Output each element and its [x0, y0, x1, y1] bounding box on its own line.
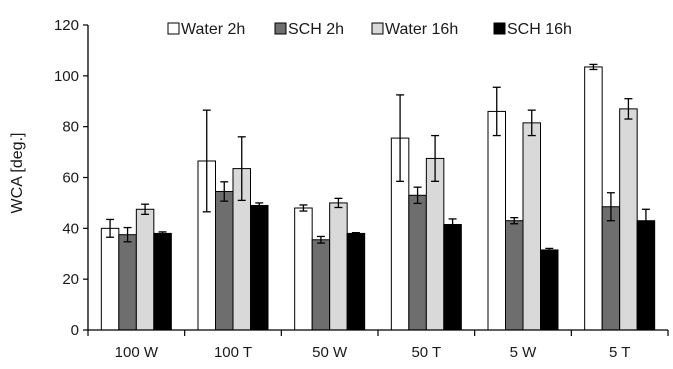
y-tick-label: 100 — [54, 68, 79, 85]
y-tick-label: 80 — [62, 119, 79, 136]
legend-swatch — [371, 22, 384, 35]
error-bar — [237, 136, 246, 202]
bar-water-2h-50-w — [294, 207, 313, 331]
y-tick-label: 0 — [71, 322, 79, 339]
error-bar — [641, 208, 650, 233]
category-label: 5 W — [510, 344, 538, 361]
bar-sch-2h-50-w — [311, 239, 331, 331]
y-tick-label: 60 — [62, 170, 79, 187]
legend-item-sch-16h: SCH 16h — [493, 21, 572, 38]
bar-water-2h-100-w — [100, 227, 120, 331]
bar-water-16h-5-t — [619, 108, 638, 331]
error-bar — [141, 203, 150, 216]
bar-sch-16h-50-t — [443, 224, 462, 331]
error-bar — [527, 109, 536, 137]
bar-sch-2h-100-t — [215, 190, 234, 331]
error-bar — [255, 202, 264, 209]
legend-swatch — [167, 22, 180, 35]
legend-item-sch-2h: SCH 2h — [274, 21, 344, 38]
category-label: 100 W — [115, 344, 159, 361]
error-bar — [334, 197, 343, 209]
bar-sch-16h-5-w — [540, 249, 559, 331]
error-bar — [202, 109, 211, 213]
error-bar — [492, 86, 501, 137]
bar-water-16h-50-t — [425, 157, 445, 331]
error-bar — [106, 218, 115, 238]
y-tick-label: 20 — [62, 271, 79, 288]
error-bar — [606, 192, 615, 222]
bar-water-16h-5-w — [522, 122, 541, 331]
y-axis-ticks: 0 20 40 60 80 100 120 — [54, 17, 88, 339]
y-axis-title: WCA [deg.] — [9, 133, 26, 214]
category-label: 5 T — [609, 344, 630, 361]
bar-sch-2h-5-w — [505, 220, 524, 331]
category-label: 50 T — [411, 344, 441, 361]
y-tick-label: 120 — [54, 17, 79, 34]
axes — [87, 25, 669, 336]
bar-water-16h-100-w — [135, 208, 155, 331]
legend-label: Water 2h — [181, 21, 245, 38]
bar-sch-16h-50-w — [346, 232, 366, 331]
bar-sch-2h-50-t — [408, 194, 427, 331]
error-bar — [413, 186, 422, 205]
error-bar — [448, 218, 457, 231]
error-bar — [351, 232, 360, 235]
legend-label: Water 16h — [385, 21, 458, 38]
error-bars — [106, 63, 650, 253]
error-bar — [589, 63, 598, 71]
legend-swatch — [274, 22, 287, 35]
error-bar — [220, 181, 229, 202]
error-bar — [299, 204, 308, 212]
legend-item-water-2h: Water 2h — [167, 21, 245, 38]
category-label: 50 W — [312, 344, 348, 361]
bar-sch-16h-100-w — [153, 232, 172, 331]
bar-water-2h-5-t — [584, 66, 603, 331]
error-bar — [123, 226, 132, 243]
legend-swatch — [493, 22, 506, 35]
legend-label: SCH 16h — [507, 21, 572, 38]
error-bar — [624, 98, 633, 120]
bars — [100, 66, 656, 331]
error-bar — [431, 134, 440, 182]
legend-label: SCH 2h — [288, 21, 344, 38]
bar-sch-16h-100-t — [250, 204, 269, 331]
error-bar — [510, 217, 519, 225]
bar-water-2h-5-w — [487, 110, 506, 331]
category-label: 100 T — [214, 344, 252, 361]
error-bar — [158, 231, 167, 236]
error-bar — [396, 94, 405, 182]
bar-sch-2h-5-t — [601, 206, 621, 331]
category-labels: 100 W 100 T 50 W 50 T 5 W 5 T — [115, 344, 631, 361]
error-bar — [316, 235, 325, 244]
bar-sch-2h-100-w — [118, 234, 137, 331]
bar-sch-16h-5-t — [636, 220, 656, 331]
error-bar — [545, 247, 554, 253]
bar-water-16h-50-w — [329, 202, 348, 331]
y-tick-label: 40 — [62, 220, 79, 237]
legend: Water 2h SCH 2h Water 16h SCH 16h — [167, 21, 572, 38]
legend-item-water-16h: Water 16h — [371, 21, 458, 38]
